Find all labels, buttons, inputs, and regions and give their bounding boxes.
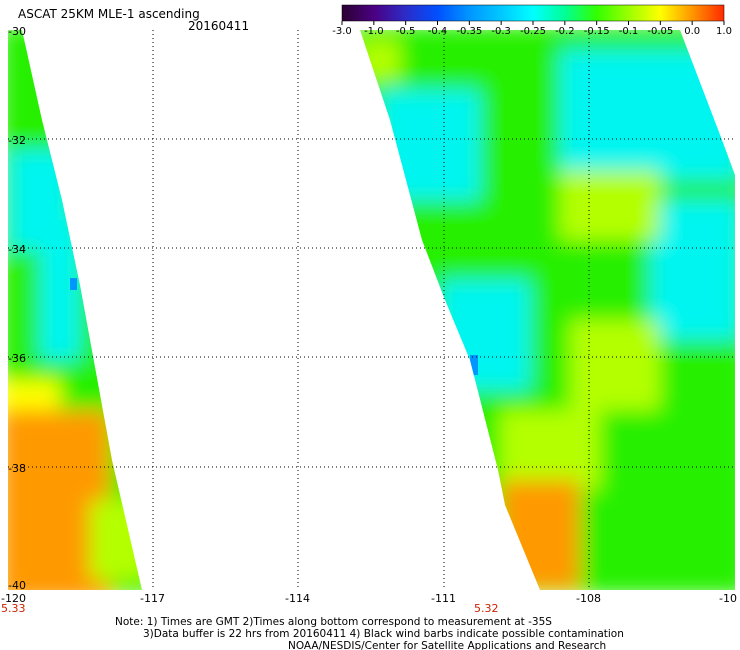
time-labels: 5.33 5.32 (1, 602, 499, 615)
map-date: 20160411 (188, 19, 249, 33)
colorbar-tick-label: -0.25 (520, 26, 546, 37)
swath-right (360, 30, 735, 590)
grid (8, 30, 735, 590)
colorbar-tick-labels: -3.0 -1.0 -0.5 -0.4 -0.35 -0.3 -0.25 -0.2 -0.15-… (332, 21, 732, 37)
swath-right-orange (500, 480, 580, 590)
swath-right-cyan-top (560, 50, 735, 180)
colorbar-gradient (341, 4, 725, 22)
colorbar-tick-label: -0.35 (456, 26, 482, 37)
map-title: ASCAT 25KM MLE-1 ascending (18, 7, 200, 21)
x-tick-label: -114 (285, 592, 310, 605)
swath-right-yellow-2 (570, 320, 660, 410)
y-tick-label: -34 (8, 243, 26, 256)
x-tick-label: -111 (431, 592, 456, 605)
note-line-1: Note: 1) Times are GMT 2)Times along bot… (115, 616, 552, 628)
x-axis: -120 -117 -114 -111 -108 -10 (1, 592, 737, 605)
note-line-2: 3)Data buffer is 22 hrs from 20160411 4)… (143, 628, 624, 640)
swath-right-yellow-3 (500, 410, 600, 490)
colorbar-tick-label: -0.15 (584, 26, 610, 37)
swath-right-cyan-east (650, 200, 735, 340)
swath-left-yellow-patch-2 (90, 500, 142, 580)
swath-right-yellow-1 (560, 170, 660, 240)
colorbar: -3.0 -1.0 -0.5 -0.4 -0.35 -0.3 -0.25 -0.2 -0.15-… (332, 4, 732, 37)
x-tick-label: -120 (1, 592, 26, 605)
swath-right-yellow-top (360, 40, 400, 80)
y-tick-label: -36 (8, 352, 26, 365)
x-tick-label: -108 (576, 592, 601, 605)
swath-right-blue-pixel (470, 355, 478, 375)
colorbar-tick-label: 1.0 (716, 26, 732, 37)
colorbar-tick-label: -3.0 (332, 26, 352, 37)
y-tick-label: -40 (8, 579, 26, 592)
colorbar-tick-label: -0.05 (647, 26, 673, 37)
colorbar-tick-label: -1.0 (364, 26, 384, 37)
colorbar-tick-label: -0.5 (396, 26, 416, 37)
swath-left (8, 30, 142, 590)
swath-right-cyan-left (380, 90, 480, 200)
swath-left-blue-pixel (70, 278, 77, 290)
y-axis: -30 -32 -34 -36 -38 -40 (8, 25, 26, 592)
colorbar-tick-label: -0.4 (428, 26, 448, 37)
notes: Note: 1) Times are GMT 2)Times along bot… (115, 616, 624, 650)
y-tick-label: -38 (8, 462, 26, 475)
colorbar-tick-label: -0.3 (491, 26, 511, 37)
y-tick-label: -30 (8, 25, 26, 38)
colorbar-tick-label: 0.0 (684, 26, 700, 37)
swath-right-cyan-mid (440, 280, 530, 390)
x-tick-label: -10 (719, 592, 737, 605)
colorbar-tick-label: -0.2 (555, 26, 575, 37)
y-tick-label: -32 (8, 134, 26, 147)
colorbar-tick-label: -0.1 (619, 26, 639, 37)
time-label: 5.33 (1, 602, 26, 615)
time-label: 5.32 (474, 602, 499, 615)
note-line-3: NOAA/NESDIS/Center for Satellite Applica… (288, 640, 606, 650)
x-tick-label: -117 (140, 592, 165, 605)
